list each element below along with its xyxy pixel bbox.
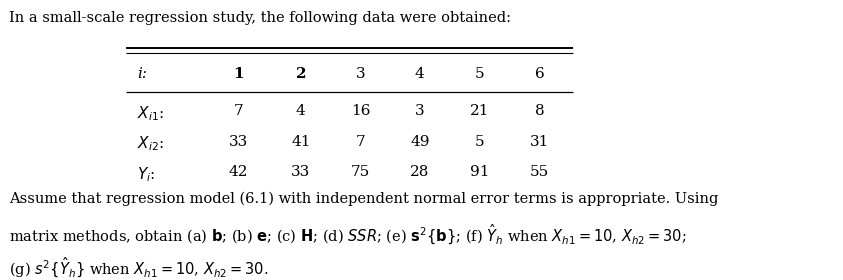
Text: In a small-scale regression study, the following data were obtained:: In a small-scale regression study, the f… bbox=[9, 11, 511, 25]
Text: 4: 4 bbox=[296, 104, 306, 118]
Text: (g) $s^2\{\hat{Y}_h\}$ when $X_{h1} = 10$, $X_{h2} = 30$.: (g) $s^2\{\hat{Y}_h\}$ when $X_{h1} = 10… bbox=[9, 256, 268, 280]
Text: 55: 55 bbox=[530, 165, 549, 179]
Text: 3: 3 bbox=[415, 104, 425, 118]
Text: 42: 42 bbox=[228, 165, 249, 179]
Text: 6: 6 bbox=[534, 67, 545, 81]
Text: $X_{i1}$:: $X_{i1}$: bbox=[137, 104, 164, 123]
Text: 33: 33 bbox=[291, 165, 310, 179]
Text: Assume that regression model (6.1) with independent normal error terms is approp: Assume that regression model (6.1) with … bbox=[9, 192, 718, 206]
Text: 1: 1 bbox=[234, 67, 244, 81]
Text: 8: 8 bbox=[534, 104, 545, 118]
Text: 91: 91 bbox=[470, 165, 490, 179]
Text: 7: 7 bbox=[356, 135, 366, 149]
Text: 41: 41 bbox=[291, 135, 310, 149]
Text: $X_{i2}$:: $X_{i2}$: bbox=[137, 135, 164, 153]
Text: 7: 7 bbox=[234, 104, 244, 118]
Text: $Y_{i}$:: $Y_{i}$: bbox=[137, 165, 156, 184]
Text: 3: 3 bbox=[356, 67, 366, 81]
Text: 33: 33 bbox=[229, 135, 248, 149]
Text: 2: 2 bbox=[296, 67, 306, 81]
Text: 5: 5 bbox=[475, 67, 485, 81]
Text: i:: i: bbox=[137, 67, 148, 81]
Text: 28: 28 bbox=[410, 165, 429, 179]
Text: 49: 49 bbox=[410, 135, 430, 149]
Text: 21: 21 bbox=[470, 104, 490, 118]
Text: 16: 16 bbox=[351, 104, 370, 118]
Text: 31: 31 bbox=[530, 135, 549, 149]
Text: 75: 75 bbox=[351, 165, 370, 179]
Text: matrix methods, obtain (a) $\mathbf{b}$; (b) $\mathbf{e}$; (c) $\mathbf{H}$; (d): matrix methods, obtain (a) $\mathbf{b}$;… bbox=[9, 223, 687, 247]
Text: 5: 5 bbox=[475, 135, 485, 149]
Text: 4: 4 bbox=[415, 67, 425, 81]
